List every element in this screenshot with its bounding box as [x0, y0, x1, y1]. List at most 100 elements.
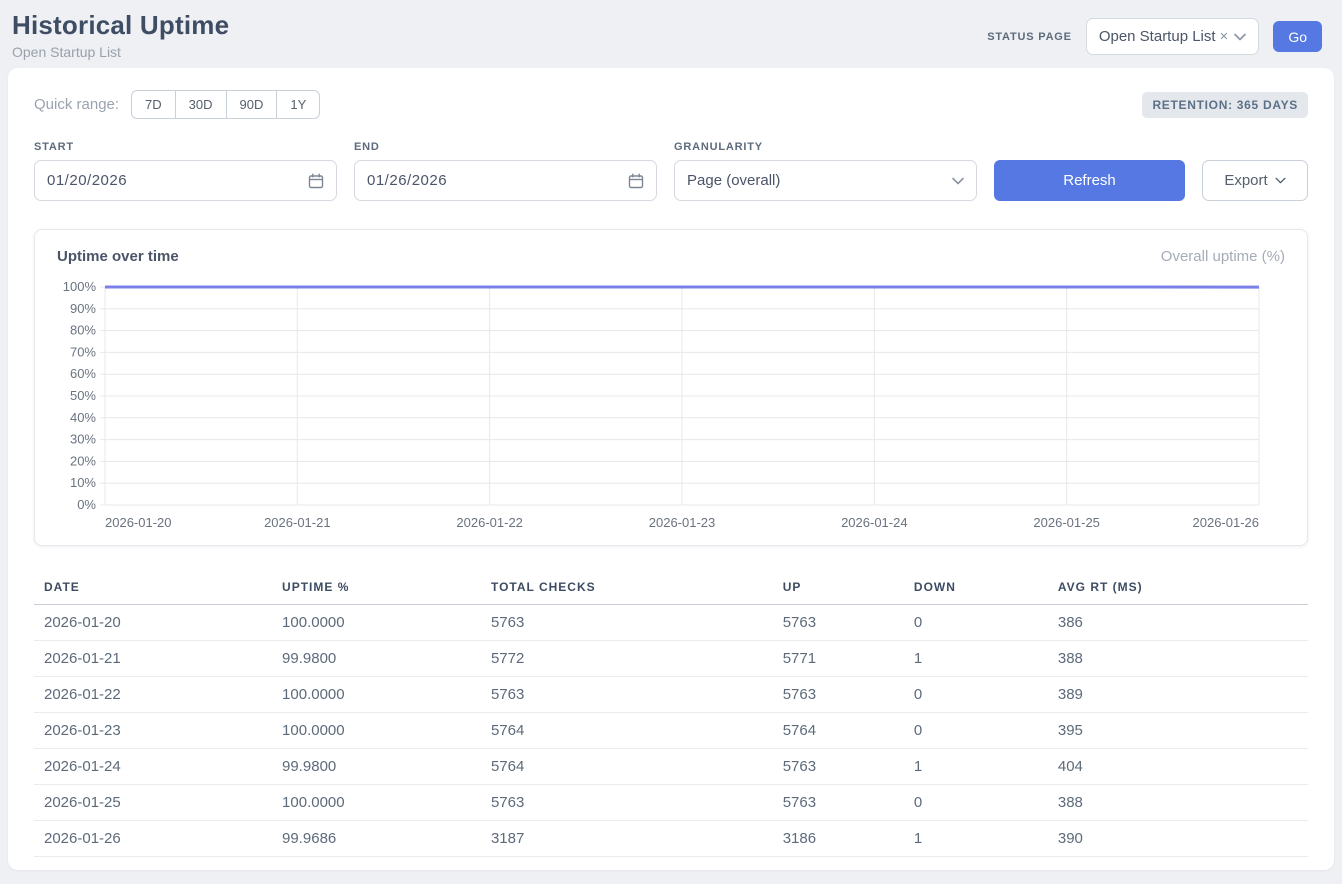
export-button[interactable]: Export: [1202, 160, 1308, 201]
end-date-field: END 01/26/2026: [354, 141, 657, 201]
header-controls: STATUS PAGE Open Startup List × Go: [987, 18, 1322, 55]
table-cell: 5763: [777, 749, 908, 785]
x-tick-label: 2026-01-21: [264, 515, 331, 530]
uptime-chart: 0%10%20%30%40%50%60%70%80%90%100%2026-01…: [55, 275, 1287, 533]
table-cell: 100.0000: [276, 605, 485, 641]
y-tick-label: 70%: [70, 344, 96, 359]
table-cell: 0: [908, 785, 1052, 821]
table-row: 2026-01-23100.0000576457640395: [34, 713, 1308, 749]
table-cell: 388: [1052, 641, 1308, 677]
page-title: Historical Uptime: [12, 10, 229, 41]
start-date-value: 01/20/2026: [47, 172, 127, 189]
filter-row: START 01/20/2026 END 01/26/2026 GRANULAR…: [34, 141, 1308, 201]
chart-area: 0%10%20%30%40%50%60%70%80%90%100%2026-01…: [55, 275, 1287, 533]
table-cell: 2026-01-26: [34, 821, 276, 857]
chart-header: Uptime over time Overall uptime (%): [55, 248, 1287, 275]
table-cell: 100.0000: [276, 677, 485, 713]
calendar-icon[interactable]: [308, 173, 324, 189]
table-cell: 5764: [485, 713, 777, 749]
column-header-uptime: UPTIME %: [276, 572, 485, 605]
start-date-label: START: [34, 141, 337, 153]
table-cell: 100.0000: [276, 713, 485, 749]
end-date-value: 01/26/2026: [367, 172, 447, 189]
refresh-button[interactable]: Refresh: [994, 160, 1185, 201]
y-tick-label: 100%: [63, 279, 97, 294]
quick-range-label: Quick range:: [34, 96, 119, 113]
status-page-select[interactable]: Open Startup List ×: [1086, 18, 1260, 55]
table-cell: 5763: [485, 785, 777, 821]
table-row: 2026-01-20100.0000576357630386: [34, 605, 1308, 641]
table-cell: 386: [1052, 605, 1308, 641]
column-header-date: DATE: [34, 572, 276, 605]
column-header-total-checks: TOTAL CHECKS: [485, 572, 777, 605]
chart-legend: Overall uptime (%): [1161, 248, 1285, 265]
start-date-input[interactable]: 01/20/2026: [34, 160, 337, 201]
column-header-down: DOWN: [908, 572, 1052, 605]
uptime-table: DATE UPTIME % TOTAL CHECKS UP DOWN AVG R…: [34, 572, 1308, 857]
quick-range-7d-button[interactable]: 7D: [131, 90, 176, 119]
chevron-down-icon: [1234, 33, 1246, 41]
x-tick-label: 2026-01-22: [456, 515, 522, 530]
calendar-icon[interactable]: [628, 173, 644, 189]
y-tick-label: 80%: [70, 323, 96, 338]
table-cell: 2026-01-22: [34, 677, 276, 713]
table-cell: 2026-01-20: [34, 605, 276, 641]
table-cell: 100.0000: [276, 785, 485, 821]
table-cell: 1: [908, 749, 1052, 785]
table-cell: 5763: [777, 605, 908, 641]
column-header-up: UP: [777, 572, 908, 605]
quick-range-30d-button[interactable]: 30D: [175, 90, 227, 119]
main-panel: Quick range: 7D 30D 90D 1Y RETENTION: 36…: [8, 68, 1334, 870]
table-cell: 0: [908, 605, 1052, 641]
quick-range-buttons: 7D 30D 90D 1Y: [131, 90, 320, 119]
table-header-row: DATE UPTIME % TOTAL CHECKS UP DOWN AVG R…: [34, 572, 1308, 605]
table-cell: 5771: [777, 641, 908, 677]
x-tick-label: 2026-01-23: [649, 515, 716, 530]
table-cell: 5763: [777, 677, 908, 713]
page-subtitle: Open Startup List: [12, 44, 229, 60]
quick-range-1y-button[interactable]: 1Y: [276, 90, 320, 119]
x-tick-label: 2026-01-20: [105, 515, 172, 530]
end-date-input[interactable]: 01/26/2026: [354, 160, 657, 201]
go-button[interactable]: Go: [1273, 21, 1322, 52]
x-tick-label: 2026-01-25: [1033, 515, 1100, 530]
quick-range-group: Quick range: 7D 30D 90D 1Y: [34, 90, 320, 119]
table-cell: 99.9800: [276, 641, 485, 677]
y-tick-label: 60%: [70, 366, 96, 381]
granularity-label: GRANULARITY: [674, 141, 977, 153]
chevron-down-icon: [952, 177, 964, 185]
table-row: 2026-01-2499.9800576457631404: [34, 749, 1308, 785]
quick-range-row: Quick range: 7D 30D 90D 1Y RETENTION: 36…: [34, 90, 1308, 119]
granularity-select[interactable]: Page (overall): [674, 160, 977, 201]
y-tick-label: 90%: [70, 301, 96, 316]
table-cell: 404: [1052, 749, 1308, 785]
uptime-chart-card: Uptime over time Overall uptime (%) 0% 10…: [34, 229, 1308, 546]
page-header: Historical Uptime Open Startup List STAT…: [0, 0, 1342, 68]
export-button-label: Export: [1224, 172, 1267, 189]
quick-range-90d-button[interactable]: 90D: [226, 90, 278, 119]
table-row: 2026-01-25100.0000576357630388: [34, 785, 1308, 821]
table-cell: 2026-01-24: [34, 749, 276, 785]
table-cell: 2026-01-21: [34, 641, 276, 677]
table-row: 2026-01-2699.9686318731861390: [34, 821, 1308, 857]
table-cell: 3186: [777, 821, 908, 857]
table-cell: 5772: [485, 641, 777, 677]
y-tick-label: 50%: [70, 388, 96, 403]
table-cell: 5763: [777, 785, 908, 821]
table-cell: 395: [1052, 713, 1308, 749]
y-tick-label: 10%: [70, 475, 96, 490]
retention-badge: RETENTION: 365 DAYS: [1142, 92, 1308, 118]
clear-icon[interactable]: ×: [1220, 28, 1229, 45]
y-tick-label: 20%: [70, 453, 96, 468]
table-cell: 2026-01-25: [34, 785, 276, 821]
granularity-value: Page (overall): [687, 172, 780, 189]
table-cell: 0: [908, 677, 1052, 713]
chevron-down-icon: [1275, 177, 1286, 184]
y-tick-label: 40%: [70, 410, 96, 425]
y-tick-label: 0%: [77, 497, 96, 512]
table-cell: 5763: [485, 677, 777, 713]
table-cell: 5764: [485, 749, 777, 785]
table-cell: 1: [908, 641, 1052, 677]
x-tick-label: 2026-01-24: [841, 515, 908, 530]
table-cell: 0: [908, 713, 1052, 749]
